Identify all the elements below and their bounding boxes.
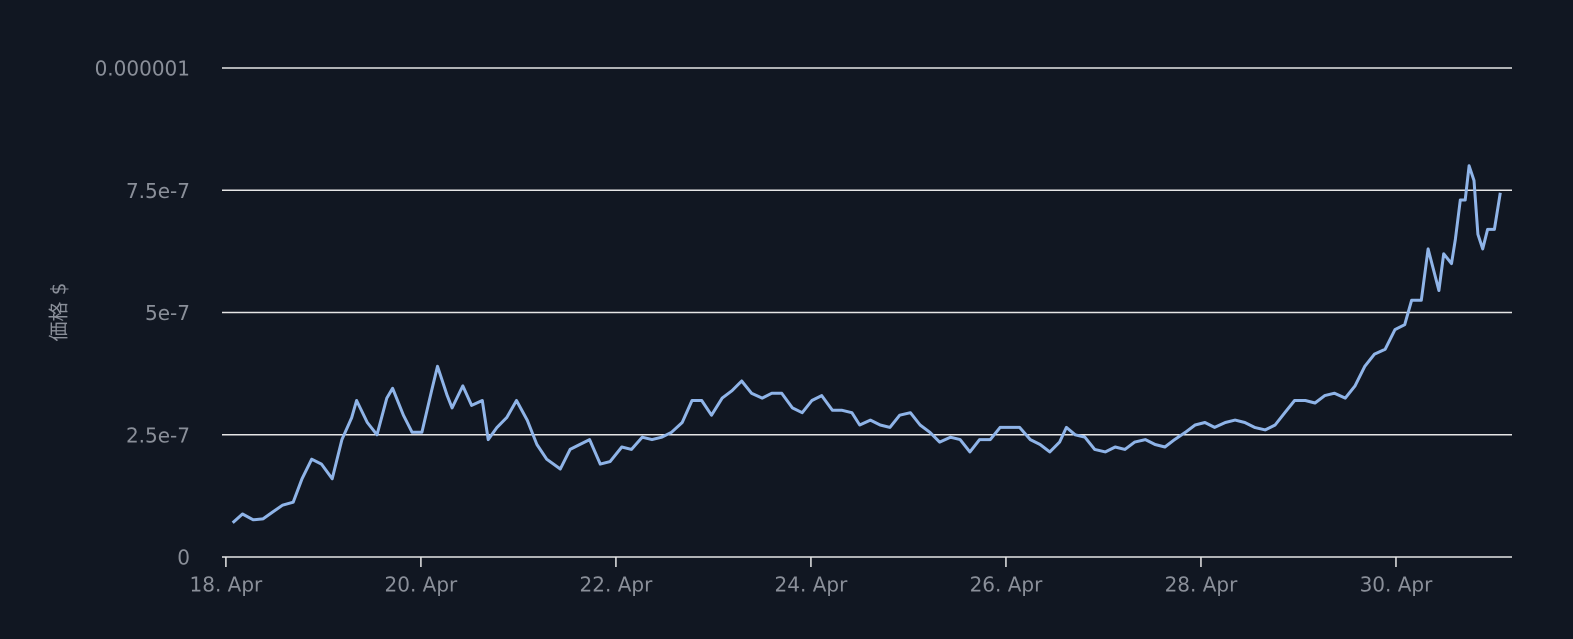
x-tick-label: 22. Apr [580,573,654,597]
y-tick-label: 2.5e-7 [126,423,190,447]
x-tick-label: 18. Apr [190,573,264,597]
price-line [231,164,1502,524]
y-tick-label: 0 [177,546,190,570]
y-tick-label: 7.5e-7 [126,179,190,203]
x-tick-label: 26. Apr [970,573,1044,597]
x-tick-label: 30. Apr [1360,573,1434,597]
x-tick-label: 28. Apr [1165,573,1239,597]
y-axis-title: 価格 $ [47,282,71,341]
y-tick-label: 0.000001 [95,57,190,81]
y-tick-label: 5e-7 [145,301,190,325]
x-tick-label: 24. Apr [775,573,849,597]
x-tick-label: 20. Apr [385,573,459,597]
